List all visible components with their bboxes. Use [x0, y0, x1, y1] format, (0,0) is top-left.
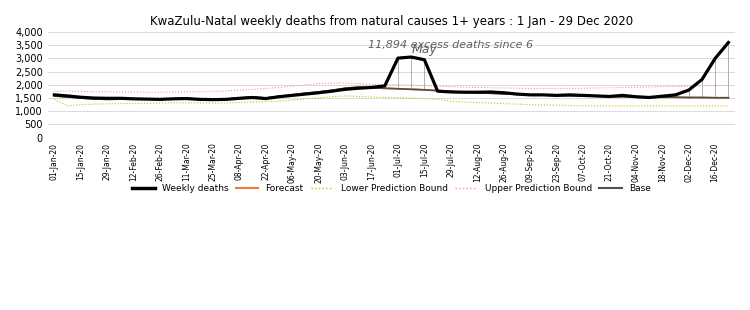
Line: Base: Base	[54, 87, 728, 100]
Legend: Weekly deaths, Forecast, Lower Prediction Bound, Upper Prediction Bound, Base: Weekly deaths, Forecast, Lower Predictio…	[128, 180, 654, 197]
Forecast	[354, 85, 363, 89]
Upper Prediction Bound	[394, 83, 403, 87]
Text: 11,894 excess deaths since 6: 11,894 excess deaths since 6	[368, 40, 533, 50]
Upper Prediction Bound	[724, 83, 733, 87]
Upper Prediction Bound	[512, 86, 521, 90]
Weekly deaths	[472, 90, 482, 94]
Lower Prediction Bound	[103, 102, 112, 106]
Line: Upper Prediction Bound: Upper Prediction Bound	[54, 83, 728, 92]
Forecast	[433, 89, 442, 92]
Weekly deaths	[209, 98, 218, 101]
Forecast	[394, 87, 403, 91]
Lower Prediction Bound	[340, 94, 350, 98]
Forecast	[512, 92, 521, 96]
Upper Prediction Bound	[433, 84, 442, 88]
Title: KwaZulu-Natal weekly deaths from natural causes 1+ years : 1 Jan - 29 Dec 2020: KwaZulu-Natal weekly deaths from natural…	[150, 15, 633, 28]
Base	[116, 97, 125, 101]
Base	[724, 96, 733, 100]
Upper Prediction Bound	[103, 90, 112, 94]
Forecast	[116, 97, 125, 101]
Upper Prediction Bound	[486, 86, 495, 90]
Base	[486, 91, 495, 95]
Base	[103, 98, 112, 101]
Lower Prediction Bound	[472, 101, 482, 104]
Base	[433, 89, 442, 92]
Lower Prediction Bound	[420, 97, 429, 100]
Lower Prediction Bound	[592, 104, 601, 108]
Text: May: May	[412, 43, 437, 56]
Forecast	[486, 91, 495, 95]
Forecast	[50, 94, 58, 98]
Forecast	[724, 96, 733, 100]
Line: Lower Prediction Bound: Lower Prediction Bound	[54, 96, 728, 106]
Base	[50, 94, 58, 98]
Weekly deaths	[724, 41, 733, 44]
Forecast	[103, 98, 112, 101]
Weekly deaths	[103, 96, 112, 100]
Lower Prediction Bound	[724, 104, 733, 108]
Weekly deaths	[50, 93, 58, 97]
Weekly deaths	[500, 91, 508, 95]
Lower Prediction Bound	[288, 98, 297, 102]
Base	[512, 92, 521, 96]
Weekly deaths	[301, 92, 310, 96]
Upper Prediction Bound	[328, 81, 337, 85]
Forecast	[301, 91, 310, 95]
Base	[301, 91, 310, 95]
Base	[394, 87, 403, 91]
Line: Forecast: Forecast	[54, 87, 728, 100]
Lower Prediction Bound	[50, 98, 58, 101]
Lower Prediction Bound	[500, 102, 508, 105]
Upper Prediction Bound	[50, 89, 58, 93]
Weekly deaths	[380, 84, 389, 88]
Upper Prediction Bound	[301, 83, 310, 87]
Line: Weekly deaths: Weekly deaths	[54, 42, 728, 100]
Base	[354, 85, 363, 89]
Weekly deaths	[684, 88, 693, 92]
Upper Prediction Bound	[142, 90, 152, 94]
Lower Prediction Bound	[380, 95, 389, 99]
